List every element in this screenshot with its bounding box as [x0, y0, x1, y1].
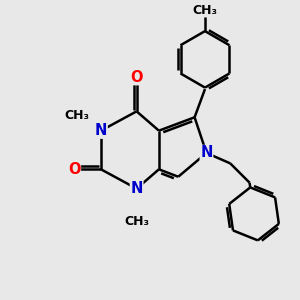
Text: N: N [95, 123, 107, 138]
Text: N: N [200, 146, 213, 160]
Text: O: O [130, 70, 143, 85]
Text: CH₃: CH₃ [65, 109, 90, 122]
Text: N: N [130, 181, 143, 196]
Text: CH₃: CH₃ [193, 4, 217, 17]
Text: CH₃: CH₃ [124, 215, 149, 228]
Text: O: O [68, 162, 80, 177]
